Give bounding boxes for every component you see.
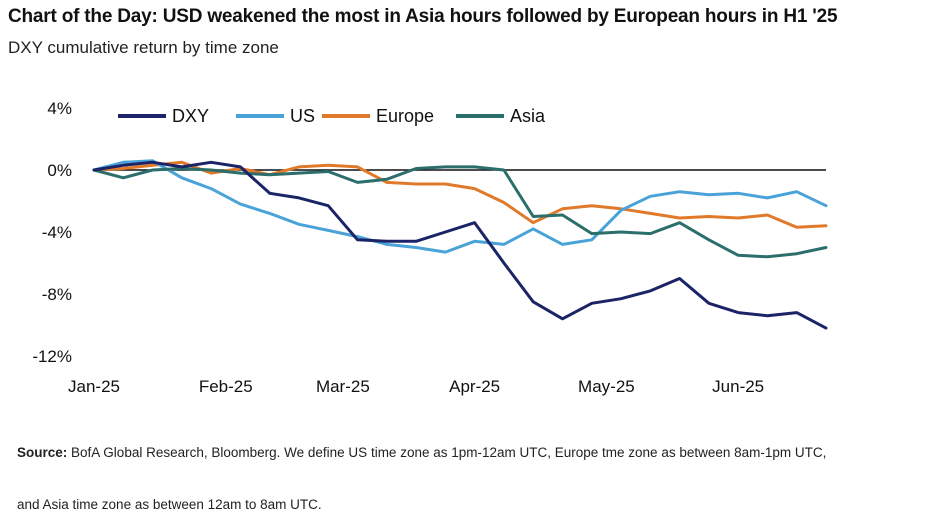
- line-chart: DXY US Europe Asia 4% 0% -4% -8% -12% Jan-25 Feb…: [32, 99, 828, 396]
- chart-subtitle: DXY cumulative return by time zone: [8, 38, 279, 57]
- series-line-dxy: [92, 160, 828, 330]
- legend-label-dxy: DXY: [172, 106, 209, 126]
- series-lines: [92, 159, 828, 330]
- x-tick-label: Feb-25: [199, 377, 253, 396]
- x-tick-label: Apr-25: [449, 377, 500, 396]
- legend: DXY US Europe Asia: [118, 106, 546, 126]
- y-tick-label: -4%: [42, 223, 72, 242]
- source-text-1: BofA Global Research, Bloomberg. We defi…: [71, 445, 827, 460]
- y-tick-label: -12%: [32, 347, 72, 366]
- x-tick-label: May-25: [578, 377, 635, 396]
- x-axis: Jan-25 Feb-25 Mar-25 Apr-25 May-25 Jun-25: [68, 377, 764, 396]
- source-note-line-1: Source: BofA Global Research, Bloomberg.…: [17, 445, 826, 460]
- x-tick-label: Mar-25: [316, 377, 370, 396]
- x-tick-label: Jun-25: [712, 377, 764, 396]
- y-tick-label: -8%: [42, 285, 72, 304]
- y-tick-label: 0%: [47, 161, 72, 180]
- legend-label-asia: Asia: [510, 106, 546, 126]
- source-note-line-2: and Asia time zone as between 12am to 8a…: [17, 497, 322, 512]
- series-line-europe: [92, 160, 828, 229]
- legend-label-europe: Europe: [376, 106, 434, 126]
- y-tick-label: 4%: [47, 99, 72, 118]
- legend-label-us: US: [290, 106, 315, 126]
- source-label: Source:: [17, 445, 68, 460]
- y-axis: 4% 0% -4% -8% -12%: [32, 99, 72, 366]
- series-line-asia: [92, 165, 828, 259]
- chart-title: Chart of the Day: USD weakened the most …: [8, 6, 838, 27]
- x-tick-label: Jan-25: [68, 377, 120, 396]
- series-line-us: [92, 159, 828, 254]
